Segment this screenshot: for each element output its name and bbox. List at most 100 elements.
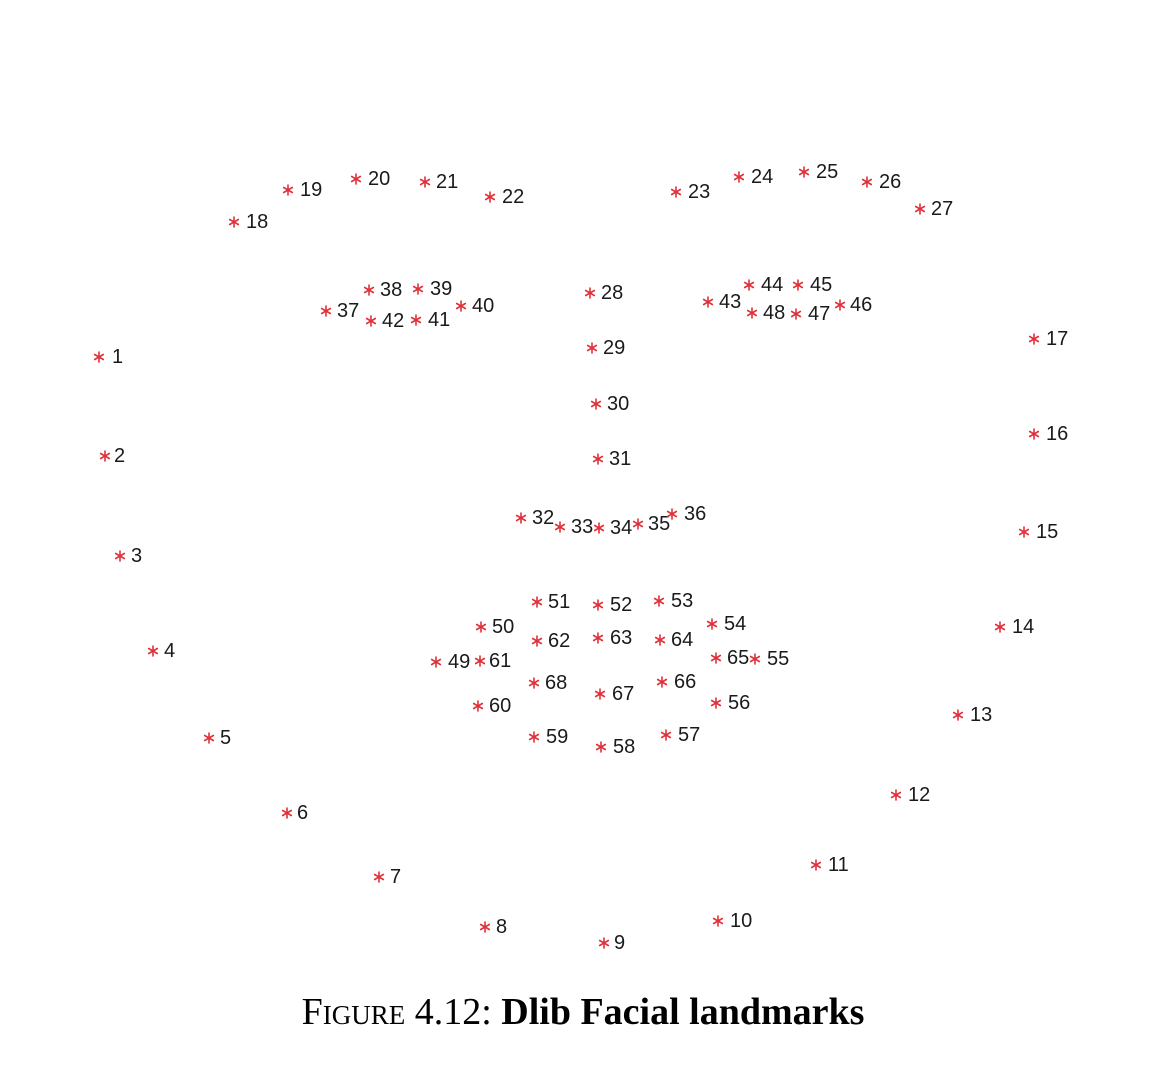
landmark-label: 25 [816,161,838,183]
landmark-label: 29 [603,337,625,359]
landmark-marker-icon [474,655,486,667]
landmark-marker-icon [410,314,422,326]
landmark-marker-icon [320,305,332,317]
landmark-label: 49 [448,651,470,673]
landmark-label: 1 [112,346,123,368]
landmark-label: 24 [751,166,773,188]
landmark-41: 41 [410,309,450,331]
landmark-17: 17 [1028,328,1068,350]
landmark-marker-icon [653,595,665,607]
landmark-marker-icon [584,287,596,299]
landmark-4: 4 [147,640,175,662]
landmark-label: 4 [164,640,175,662]
landmark-marker-icon [994,621,1006,633]
landmark-36: 36 [666,503,706,525]
landmark-52: 52 [592,594,632,616]
landmark-label: 43 [719,291,741,313]
landmark-label: 41 [428,309,450,331]
landmark-label: 44 [761,274,783,296]
landmark-marker-icon [147,645,159,657]
landmark-label: 61 [489,650,511,672]
landmark-marker-icon [114,550,126,562]
landmark-43: 43 [702,291,741,313]
landmark-label: 37 [337,300,359,322]
landmark-marker-icon [792,279,804,291]
landmark-6: 6 [281,802,308,824]
landmark-40: 40 [455,295,494,317]
landmark-marker-icon [594,688,606,700]
landmark-39: 39 [412,278,452,300]
landmark-label: 2 [114,445,125,467]
landmark-65: 65 [710,647,749,669]
landmark-19: 19 [282,179,322,201]
landmark-marker-icon [749,653,761,665]
landmark-marker-icon [479,921,491,933]
landmark-marker-icon [455,300,467,312]
landmark-marker-icon [373,871,385,883]
landmark-60: 60 [472,695,511,717]
landmark-33: 33 [554,516,593,538]
landmark-38: 38 [363,279,402,301]
landmark-53: 53 [653,590,693,612]
landmark-label: 15 [1036,521,1058,543]
landmark-label: 13 [970,704,992,726]
figure-caption: Figure 4.12: Dlib Facial landmarks [0,990,1166,1034]
landmark-marker-icon [365,315,377,327]
landmark-marker-icon [1028,428,1040,440]
landmark-marker-icon [666,508,678,520]
landmark-label: 17 [1046,328,1068,350]
landmark-marker-icon [531,635,543,647]
landmark-label: 20 [368,168,390,190]
landmark-label: 11 [828,854,849,876]
landmark-marker-icon [861,176,873,188]
landmark-label: 60 [489,695,511,717]
landmark-45: 45 [792,274,832,296]
landmark-label: 35 [648,513,670,535]
landmark-label: 67 [612,683,634,705]
landmark-51: 51 [531,591,570,613]
landmark-marker-icon [592,453,604,465]
landmark-label: 39 [430,278,452,300]
landmark-28: 28 [584,282,623,304]
landmark-64: 64 [654,629,693,651]
caption-title: Dlib Facial landmarks [501,991,865,1033]
landmark-label: 57 [678,724,700,746]
landmark-66: 66 [656,671,696,693]
landmark-label: 51 [548,591,570,613]
landmark-label: 38 [380,279,402,301]
landmark-label: 65 [727,647,749,669]
landmark-label: 19 [300,179,322,201]
landmark-label: 26 [879,171,901,193]
landmark-label: 16 [1046,423,1068,445]
landmark-label: 56 [728,692,750,714]
landmark-marker-icon [790,308,802,320]
landmark-label: 34 [610,517,632,539]
landmark-marker-icon [595,741,607,753]
landmark-label: 36 [684,503,706,525]
landmark-59: 59 [528,726,568,748]
landmark-marker-icon [1018,526,1030,538]
landmark-marker-icon [590,398,602,410]
landmark-marker-icon [733,171,745,183]
landmark-20: 20 [350,168,390,190]
landmark-24: 24 [733,166,773,188]
landmark-23: 23 [670,181,710,203]
landmark-label: 63 [610,627,632,649]
landmark-8: 8 [479,916,507,938]
landmark-label: 14 [1012,616,1034,638]
landmark-25: 25 [798,161,838,183]
landmark-56: 56 [710,692,750,714]
landmark-marker-icon [914,203,926,215]
landmark-5: 5 [203,727,231,749]
landmark-marker-icon [412,283,424,295]
landmark-55: 55 [749,648,789,670]
landmark-marker-icon [528,677,540,689]
caption-lead: Figure 4.12: [301,991,492,1033]
landmark-68: 68 [528,672,567,694]
landmark-3: 3 [114,545,142,567]
landmark-27: 27 [914,198,953,220]
landmark-label: 31 [609,448,631,470]
landmark-61: 61 [474,650,511,672]
